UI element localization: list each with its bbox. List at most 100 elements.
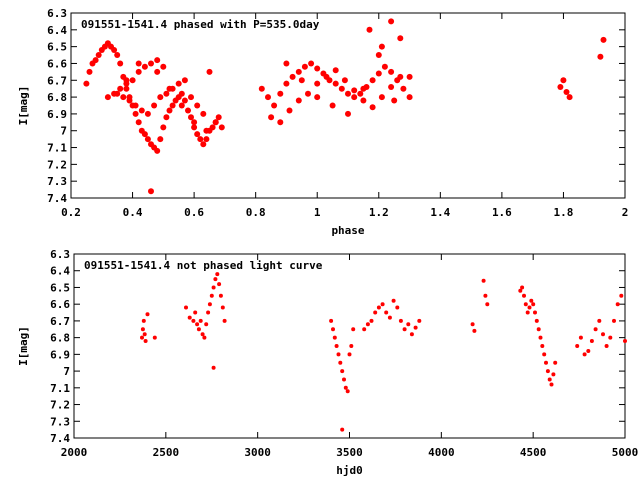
phased-data-point [135,60,142,67]
phased-data-point [95,52,102,58]
unphased-y-tick-label: 6.4 [50,265,70,278]
phased-data-point [169,102,176,109]
phased-data-point [268,114,275,121]
phased-y-tick-label: 6.4 [47,24,67,37]
unphased-data-point [549,382,554,387]
unphased-data-point [380,302,385,307]
unphased-data-point [196,327,201,332]
unphased-y-tick-label: 7 [63,365,70,378]
unphased-data-point [191,318,196,323]
unphased-data-point [141,318,146,323]
unphased-data-points [140,272,627,432]
phased-data-point [391,97,398,104]
phased-y-tick-label: 6.3 [47,7,67,20]
unphased-data-point [202,335,207,340]
unphased-x-axis-label: hjd0 [336,464,363,477]
unphased-data-point [218,293,223,298]
phased-x-axis-ticks: 0.2 0.4 0.6 0.8 1 1.2 1.4 1.6 1.8 2 [61,13,628,219]
phased-data-point [157,136,164,143]
phased-data-point [388,84,395,90]
unphased-x-tick-label: 4500 [520,446,547,459]
unphased-data-point [518,288,523,293]
phased-data-point [123,85,130,92]
unphased-data-point [207,302,212,307]
unphased-data-point [204,322,209,327]
phased-x-tick-label: 1.6 [492,206,512,219]
phased-data-point [366,26,373,33]
phased-x-tick-label: 0.8 [246,206,266,219]
phased-data-point [397,73,404,80]
phased-data-point [148,60,154,67]
unphased-data-point [578,335,583,340]
phased-data-point [283,80,290,87]
unphased-x-tick-label: 3000 [244,446,271,459]
unphased-y-tick-label: 6.9 [50,348,70,361]
phased-data-point [301,63,308,70]
phased-data-point [341,77,348,84]
unphased-data-point [593,327,598,332]
unphased-data-point [222,318,227,323]
unphased-data-point [220,305,225,310]
unphased-data-point [376,305,381,310]
phased-data-point [298,77,305,84]
phased-data-point [283,60,290,67]
unphased-y-tick-label: 6.5 [50,281,70,294]
phased-y-axis-label: I[mag] [17,86,30,126]
unphased-y-tick-label: 7.4 [50,432,70,445]
unphased-data-point [534,318,539,323]
phased-x-tick-label: 0.4 [123,206,143,219]
phased-data-point [154,57,161,64]
phased-data-point [132,110,139,117]
phased-y-tick-label: 7.1 [47,142,67,155]
phased-data-point [314,65,321,72]
phased-light-curve-panel: 0.2 0.4 0.6 0.8 1 1.2 1.4 1.6 1.8 2 6.36.46.56.66… [17,7,628,237]
phased-data-point [114,90,121,97]
phased-data-point [188,114,194,121]
unphased-data-point [545,369,550,374]
phased-data-point [178,90,185,97]
phased-y-tick-label: 7.4 [47,192,67,205]
unphased-data-point [345,389,350,394]
phased-plot-frame [70,12,626,199]
unphased-data-point [206,310,211,315]
phased-data-point [289,73,296,80]
phased-x-axis-label: phase [331,224,364,237]
unphased-data-point [193,310,198,315]
phased-data-point [378,43,385,50]
phased-data-point [566,94,573,101]
unphased-data-point [481,278,486,283]
phased-data-point [209,124,216,131]
phased-data-point [345,90,351,97]
unphased-data-point [187,315,192,320]
phased-data-point [175,80,182,87]
unphased-y-axis-label: I[mag] [17,326,30,366]
phased-data-point [178,102,185,109]
phased-data-point [295,97,302,104]
unphased-data-point [340,427,345,432]
unphased-data-point [522,293,526,298]
phased-data-point [314,80,321,87]
unphased-data-point [533,310,537,315]
unphased-data-point [351,327,356,332]
unphased-data-point [413,325,418,330]
phased-data-point [338,85,345,92]
phased-data-point [563,89,570,95]
unphased-data-point [200,332,205,337]
phased-data-point [388,68,395,75]
phased-data-point [181,97,188,104]
unphased-data-point [211,365,216,370]
phased-data-point [197,136,204,143]
phased-data-point [120,94,127,101]
unphased-data-point [612,318,616,323]
unphased-data-point [525,310,530,315]
phased-data-points [83,18,607,195]
unphased-x-tick-label: 4000 [428,446,455,459]
phased-data-point [83,80,90,87]
unphased-data-point [369,318,374,323]
phased-data-point [117,85,124,92]
phased-data-point [329,102,336,109]
phased-data-point [163,90,170,97]
phased-y-axis-ticks: 6.3 6.4 6.5 6.6 6.7 6.8 6.9 7 7.1 7.2 7.3 7.4 [47,7,625,205]
unphased-data-point [406,322,411,327]
phased-data-point [123,77,130,84]
